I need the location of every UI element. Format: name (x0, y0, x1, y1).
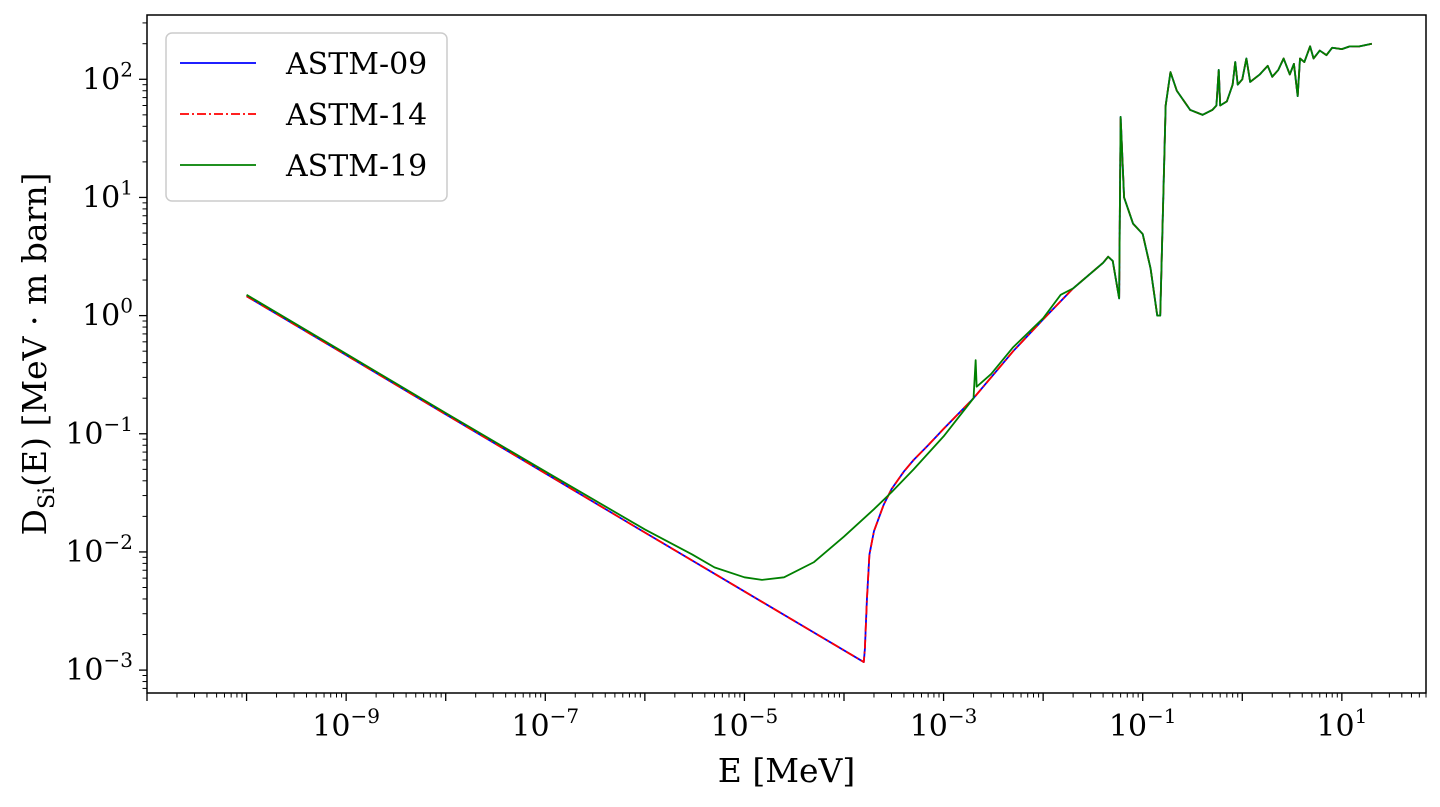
y-axis-title: DSi(E) [MeV · m barn] (15, 173, 60, 536)
x-axis-title: E [MeV] (718, 751, 855, 790)
x-tick-exponent: −5 (749, 704, 778, 728)
y-tick-base: 10 (65, 417, 103, 452)
x-tick-base: 10 (1316, 709, 1354, 744)
y-tick-exponent: 0 (120, 294, 133, 318)
y-tick-label: 102 (82, 57, 133, 97)
x-tick-base: 10 (711, 709, 749, 744)
x-tick-exponent: −9 (350, 704, 379, 728)
legend: ASTM-09 ASTM-14 ASTM-19 (165, 32, 448, 202)
x-tick-label: 101 (1316, 704, 1367, 744)
x-tick-base: 10 (1109, 709, 1147, 744)
x-tick-label: 10−5 (711, 704, 779, 744)
y-tick-exponent: 1 (120, 175, 133, 199)
y-axis-title-sub: Si (35, 487, 60, 509)
x-tick-exponent: 1 (1355, 704, 1368, 728)
y-tick-base: 10 (82, 180, 120, 215)
x-tick-label: 10−9 (312, 704, 380, 744)
y-tick-exponent: −1 (104, 412, 133, 436)
plot-frame (146, 14, 1427, 694)
y-tick-exponent: −3 (104, 648, 133, 672)
major-ticks (139, 78, 1343, 701)
legend-label-1: ASTM-09 (285, 47, 427, 82)
y-tick-base: 10 (65, 535, 103, 570)
x-tick-base: 10 (511, 709, 549, 744)
x-tick-label: 10−1 (1109, 704, 1177, 744)
series-layer (246, 42, 1373, 663)
x-tick-base: 10 (312, 709, 350, 744)
legend-label-3: ASTM-19 (285, 149, 427, 184)
series-line-3 (246, 42, 1373, 581)
y-axis-title-rest: (E) [MeV · m barn] (15, 173, 54, 487)
tick-labels: 10−9 10−7 10−5 10−3 10−1 10110−310−210−110010… (65, 57, 1367, 744)
x-tick-label: 10−3 (910, 704, 978, 744)
x-tick-exponent: −7 (550, 704, 579, 728)
y-tick-exponent: −2 (104, 530, 133, 554)
y-axis-title-main: D (15, 509, 54, 535)
y-tick-exponent: 2 (120, 57, 133, 81)
y-tick-label: 101 (82, 175, 133, 215)
y-tick-base: 10 (65, 653, 103, 688)
x-tick-exponent: −1 (1147, 704, 1176, 728)
x-tick-label: 10−7 (511, 704, 579, 744)
legend-label-2: ASTM-14 (285, 98, 427, 133)
x-tick-exponent: −3 (948, 704, 977, 728)
y-tick-label: 10−2 (65, 530, 133, 570)
y-tick-label: 100 (82, 294, 133, 334)
legend-box (165, 32, 448, 202)
y-tick-base: 10 (82, 62, 120, 97)
y-tick-base: 10 (82, 299, 120, 334)
x-tick-base: 10 (910, 709, 948, 744)
y-tick-label: 10−1 (65, 412, 133, 452)
y-tick-label: 10−3 (65, 648, 133, 688)
